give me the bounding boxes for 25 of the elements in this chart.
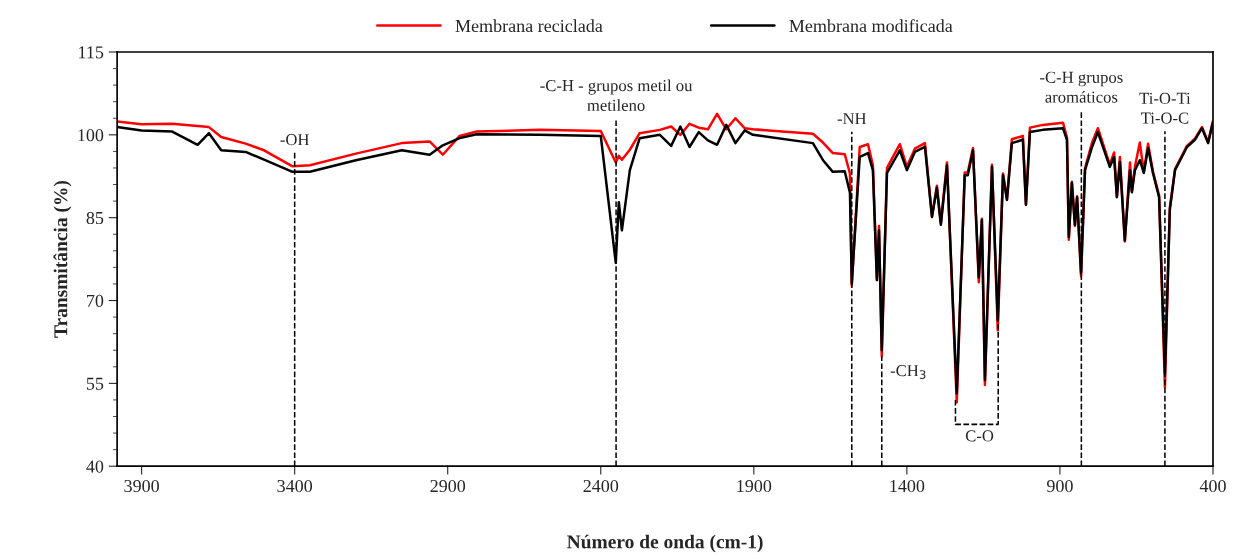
ref-line-label: -CH$_{3}$ [890, 365, 926, 379]
ref-line-label: Ti-O-Ti Ti-O-C [1139, 92, 1191, 124]
x-tick-label: 2400 [583, 479, 619, 493]
x-axis-title: Número de onda (cm-1) [567, 534, 763, 553]
x-tick-label: 2900 [430, 479, 466, 493]
legend-label: Membrana modificada [789, 19, 953, 33]
x-tick-label: 3400 [277, 479, 313, 493]
x-tick-label: 1900 [737, 479, 772, 493]
x-tick-label: 400 [1199, 479, 1226, 493]
y-tick-label: 100 [78, 129, 104, 142]
ref-line-label: -NH [837, 113, 867, 125]
y-tick-label: 85 [86, 211, 104, 225]
ref-line-label: -C-H grupos aromáticos [1040, 71, 1123, 103]
y-tick-label: 70 [87, 294, 104, 307]
ref-line-label: -C-H - grupos metil ou metileno [540, 79, 693, 111]
x-tick-label: 900 [1046, 479, 1073, 493]
y-tick-label: 115 [79, 46, 104, 59]
y-axis-title: Transmitância (%) [53, 181, 72, 338]
annotation: C-O [965, 430, 994, 442]
x-tick-label: 3900 [124, 479, 159, 493]
y-tick-label: 55 [86, 377, 104, 390]
legend-label: Membrana reciclada [455, 19, 603, 33]
y-tick-label: 40 [86, 460, 104, 473]
ref-line-label: -OH [280, 134, 309, 146]
x-tick-label: 1400 [890, 479, 925, 493]
